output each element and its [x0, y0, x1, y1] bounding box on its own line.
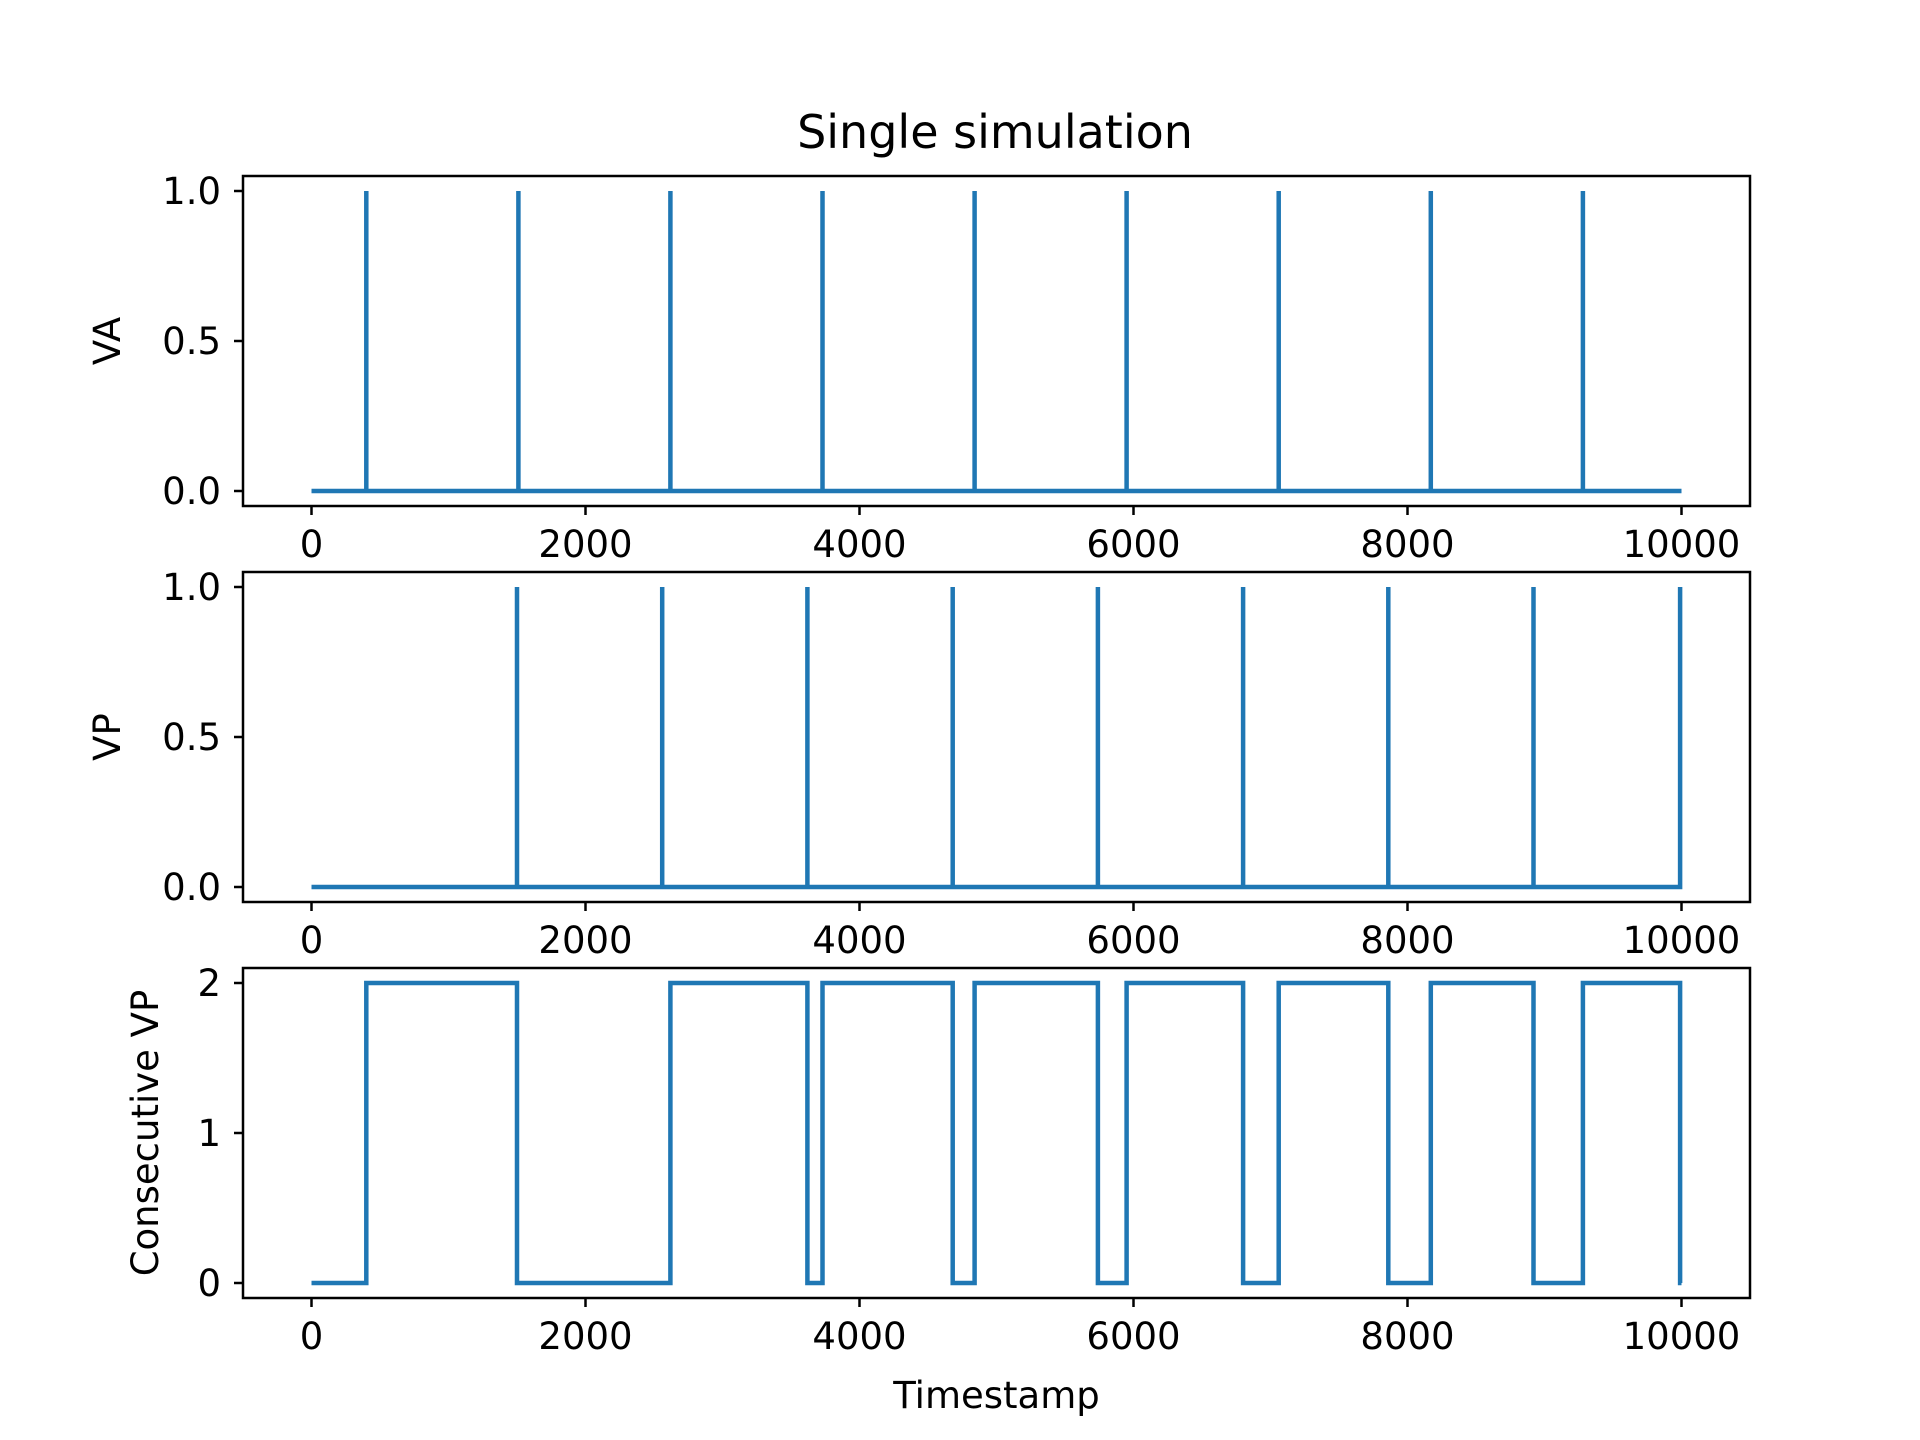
x-axis-label: Timestamp: [892, 1374, 1100, 1417]
x-tick-label: 0: [300, 1315, 324, 1358]
y-axis-label: Consecutive VP: [124, 990, 167, 1277]
x-tick-label: 10000: [1623, 523, 1741, 566]
y-tick-label: 1: [197, 1112, 221, 1155]
y-tick-label: 0.0: [162, 470, 221, 513]
series-line-1-1: [311, 191, 1682, 494]
x-tick-label: 6000: [1086, 523, 1180, 566]
y-axis-label: VP: [86, 713, 129, 761]
x-tick-label: 0: [300, 523, 324, 566]
panel-3: 0 2000 4000 6000 8000 10000 0 1 2 Consecutive VP T…: [124, 962, 1752, 1417]
x-tick-label: 0: [300, 919, 324, 962]
x-tick-label: 6000: [1086, 1315, 1180, 1358]
panel-2: 0 2000 4000 6000 8000 10000 0.0 0.5 1.0 VP: [86, 566, 1752, 962]
x-tick-label: 8000: [1360, 919, 1454, 962]
panels: 0 2000 4000 6000 8000 10000 0.0 0.5 1.0 VA 0 2000 40…: [86, 170, 1752, 1417]
x-tick-label: 4000: [812, 523, 906, 566]
x-tick-label: 2000: [538, 1315, 632, 1358]
x-tick-label: 8000: [1360, 1315, 1454, 1358]
x-tick-label: 10000: [1623, 1315, 1741, 1358]
axes-frame: [241, 966, 1752, 1300]
x-tick-label: 4000: [812, 1315, 906, 1358]
y-tick-label: 0.5: [162, 716, 221, 759]
y-tick-label: 1.0: [162, 566, 221, 609]
series-line-3-1: [311, 980, 1683, 1286]
x-tick-label: 4000: [812, 919, 906, 962]
panel-1: 0 2000 4000 6000 8000 10000 0.0 0.5 1.0 VA: [86, 170, 1752, 566]
y-tick-label: 0.0: [162, 866, 221, 909]
y-tick-label: 0.5: [162, 320, 221, 363]
y-tick-label: 0: [197, 1262, 221, 1305]
x-tick-label: 2000: [538, 523, 632, 566]
figure-title: Single simulation: [797, 105, 1193, 159]
y-tick-label: 1.0: [162, 170, 221, 213]
axes-frame: [241, 174, 1752, 508]
y-axis-label: VA: [86, 317, 129, 365]
y-tick-label: 2: [197, 962, 221, 1005]
x-tick-label: 8000: [1360, 523, 1454, 566]
series-line-2-1: [311, 587, 1683, 890]
axes-frame: [241, 570, 1752, 904]
x-tick-label: 2000: [538, 919, 632, 962]
x-tick-label: 10000: [1623, 919, 1741, 962]
x-tick-label: 6000: [1086, 919, 1180, 962]
